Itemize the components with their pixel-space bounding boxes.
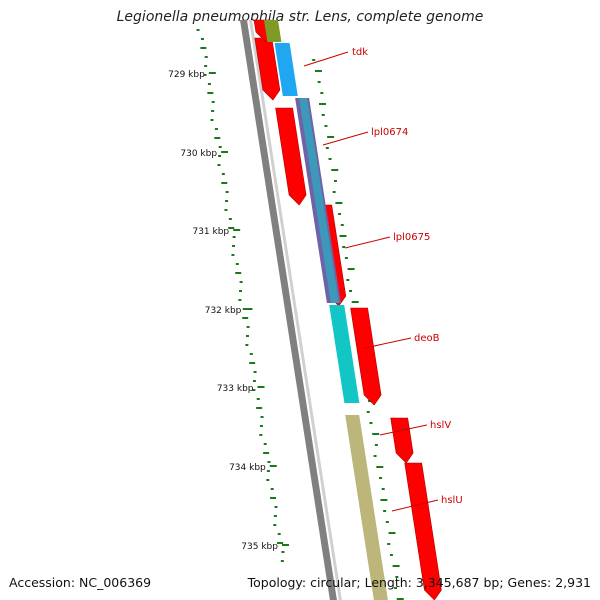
gene-label-hslv: hslV bbox=[430, 420, 451, 431]
gene-label-leader bbox=[322, 131, 369, 146]
gene-label-hslu: hslU bbox=[441, 495, 463, 506]
cog-band-tdk[interactable] bbox=[274, 43, 298, 96]
gene-label-tdk: tdk bbox=[352, 47, 368, 58]
scale-label: 730 kbp bbox=[180, 149, 217, 159]
gene-label-lpl0674: lpl0674 bbox=[371, 127, 408, 138]
gene-labels: tdk lpl0674 lpl0675 deoB hslV hslU bbox=[303, 47, 463, 512]
cds-arrow[interactable] bbox=[275, 107, 307, 206]
cog-band-hsl[interactable] bbox=[345, 415, 388, 600]
scale-label: 732 kbp bbox=[205, 306, 242, 316]
gene-label-leader bbox=[379, 424, 428, 436]
gene-label-leader bbox=[344, 236, 391, 249]
cog-feature-track[interactable] bbox=[264, 20, 388, 600]
scale-label: 729 kbp bbox=[168, 70, 205, 80]
cds-arrow[interactable] bbox=[404, 462, 442, 600]
gene-label-lpl0675: lpl0675 bbox=[393, 232, 430, 243]
cds-arrow[interactable] bbox=[350, 307, 382, 406]
cds-arrow[interactable] bbox=[390, 417, 414, 464]
gene-label-deob: deoB bbox=[414, 333, 440, 344]
map-title: Legionella pneumophila str. Lens, comple… bbox=[116, 9, 484, 25]
backbone-line bbox=[240, 20, 337, 600]
scale-track: 729 kbp 730 kbp 731 kbp 732 kbp 733 kbp 734 k… bbox=[168, 70, 289, 552]
backbone-inner-line bbox=[249, 20, 342, 600]
scale-label: 731 kbp bbox=[192, 227, 229, 237]
cog-band-olive[interactable] bbox=[264, 20, 282, 42]
cds-feature-track[interactable] bbox=[253, 19, 442, 600]
gene-label-leader bbox=[303, 51, 349, 67]
gc-skew-track bbox=[196, 29, 404, 600]
accession-text: Accession: NC_006369 bbox=[9, 575, 152, 590]
genome-summary-text: Topology: circular; Length: 3,345,687 bp… bbox=[247, 575, 591, 590]
cog-band-lpl0674-overlay bbox=[299, 98, 323, 200]
cog-band-deob[interactable] bbox=[329, 305, 360, 403]
scale-label: 734 kbp bbox=[229, 463, 266, 473]
scale-label: 735 kbp bbox=[241, 542, 278, 552]
cog-band-lpl0675-overlay bbox=[314, 200, 339, 303]
backbone-track bbox=[240, 20, 342, 600]
gene-label-leader bbox=[364, 337, 412, 349]
gene-label-leader bbox=[391, 499, 439, 512]
scale-label: 733 kbp bbox=[217, 384, 254, 394]
